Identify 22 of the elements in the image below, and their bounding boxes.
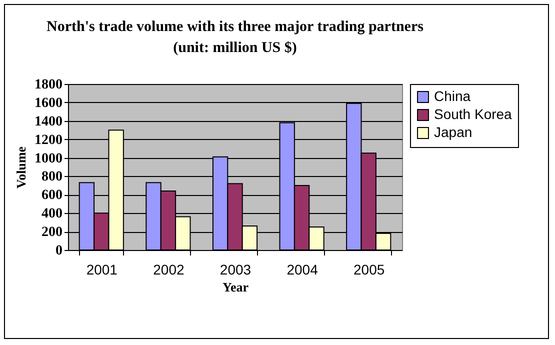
y-tick-label: 1000 bbox=[34, 151, 62, 166]
x-tick-label: 2001 bbox=[86, 262, 118, 278]
y-tick-label: 1800 bbox=[34, 78, 62, 92]
chart-title: North's trade volume with its three major trading partners bbox=[46, 19, 424, 35]
y-tick-label: 1400 bbox=[34, 114, 62, 130]
x-axis-title: Year bbox=[222, 280, 249, 294]
y-tick-label: 0 bbox=[56, 244, 62, 258]
y-tick-label: 400 bbox=[42, 206, 62, 222]
y-tick-label: 600 bbox=[42, 188, 62, 204]
legend-label: Japan bbox=[434, 124, 472, 140]
y-tick-label: 800 bbox=[42, 170, 62, 185]
x-tick-label: 2003 bbox=[220, 262, 252, 278]
x-tick-label: 2002 bbox=[153, 262, 184, 278]
x-tick-label: 2004 bbox=[286, 262, 318, 278]
chart-subtitle: (unit: million US $) bbox=[173, 40, 297, 56]
x-tick-label: 2005 bbox=[354, 262, 385, 278]
legend-label: China bbox=[434, 88, 471, 104]
legend-label: South Korea bbox=[434, 106, 512, 122]
y-axis-title: Volume bbox=[14, 146, 28, 189]
y-tick-label: 1600 bbox=[34, 96, 62, 111]
y-tick-label: 200 bbox=[42, 225, 62, 240]
y-tick-label: 1200 bbox=[34, 132, 62, 148]
